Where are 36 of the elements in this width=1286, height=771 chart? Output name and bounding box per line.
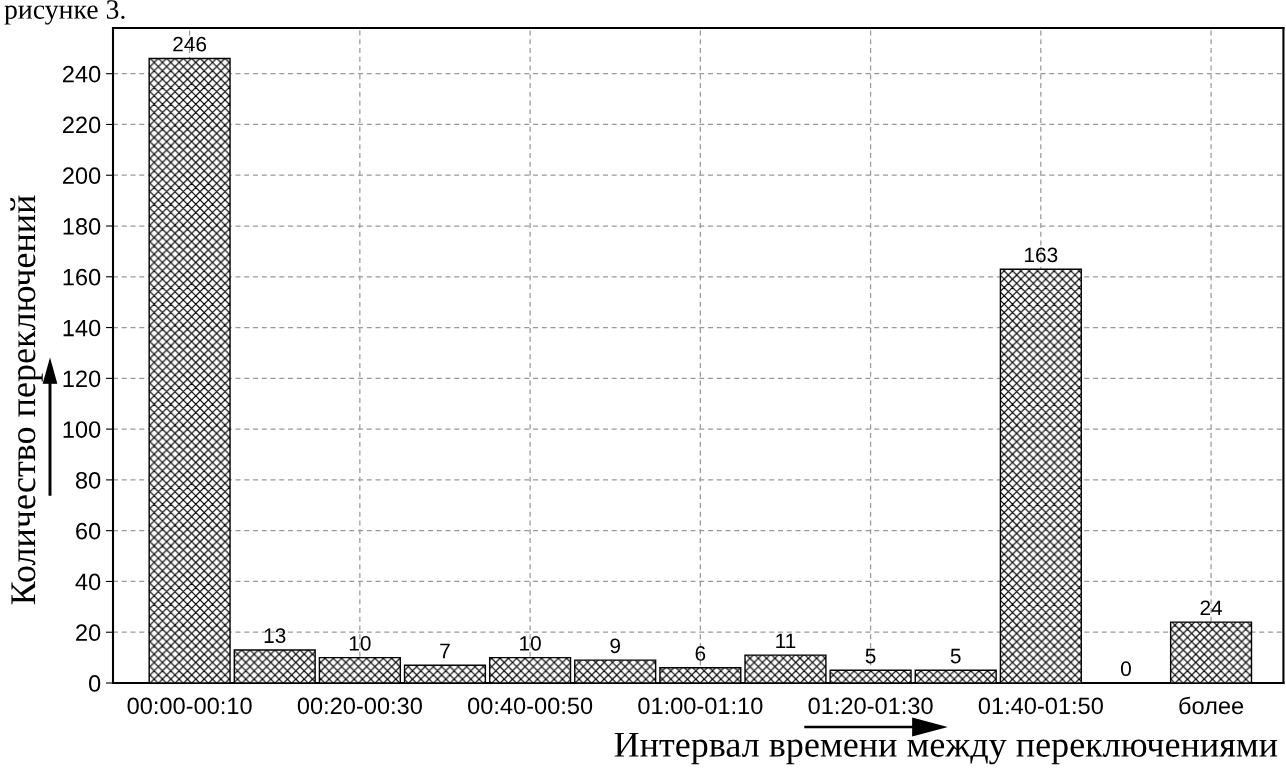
y-tick-label: 160 — [63, 268, 101, 286]
y-tick-label: 20 — [76, 624, 101, 642]
data-label: 11 — [776, 633, 796, 648]
x-tick-label: 01:00-01:10 — [638, 697, 763, 715]
data-label: 163 — [1025, 247, 1058, 263]
x-tick-label: 00:00-00:10 — [127, 697, 252, 715]
y-tick-label: 0 — [88, 675, 101, 692]
x-tick-label: 01:40-01:50 — [978, 697, 1103, 715]
data-label: 6 — [695, 646, 706, 661]
data-label: 10 — [349, 635, 371, 651]
y-tick-label: 180 — [63, 218, 101, 235]
y-tick-label: 120 — [63, 370, 101, 388]
data-label: 9 — [610, 638, 621, 654]
y-tick-label: 220 — [62, 116, 101, 134]
data-label: 0 — [1120, 661, 1131, 677]
data-label: 10 — [520, 635, 541, 651]
y-tick-label: 80 — [75, 471, 101, 489]
data-label: 5 — [865, 648, 876, 664]
y-tick-label: 200 — [62, 167, 101, 185]
x-axis-title: Интервал времени между переключениями — [614, 732, 1278, 765]
text: рисунке 3. — [4, 0, 125, 25]
y-tick-label: 100 — [63, 421, 101, 438]
x-tick-label: более — [1179, 696, 1244, 715]
data-label: 24 — [1200, 600, 1223, 615]
y-tick-label: 140 — [63, 319, 101, 337]
y-axis-title: Количество переключений — [10, 195, 43, 605]
data-label: 7 — [440, 643, 450, 659]
x-tick-label: 01:20-01:30 — [808, 697, 933, 715]
data-label: 5 — [950, 648, 961, 664]
y-tick-label: 240 — [62, 65, 101, 83]
x-tick-label: 00:40-00:50 — [468, 697, 593, 715]
y-tick-label: 40 — [75, 573, 101, 591]
data-label: 13 — [264, 628, 286, 644]
y-tick-label: 60 — [76, 522, 101, 540]
x-tick-label: 00:20-00:30 — [297, 697, 422, 715]
data-label: 246 — [173, 36, 207, 52]
